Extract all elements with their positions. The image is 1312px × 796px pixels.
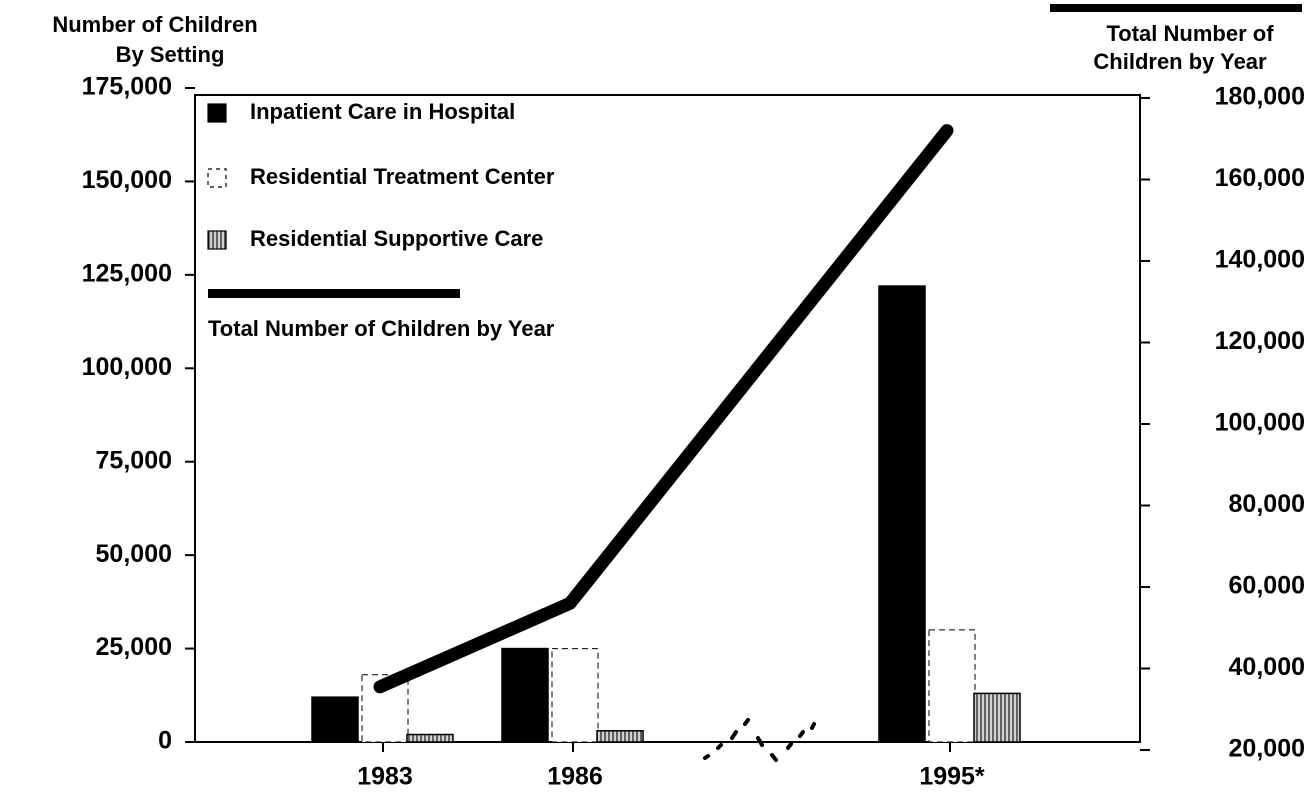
y2-tick-label: 60,000 xyxy=(1229,572,1305,600)
y-axis-label: Number of Children By Setting xyxy=(52,12,257,67)
y2-tick-label: 100,000 xyxy=(1215,409,1305,437)
axis-break xyxy=(703,718,816,762)
x-tick-label: 1995* xyxy=(919,763,985,791)
y2-tick-label: 180,000 xyxy=(1215,83,1305,111)
legend-label: Residential Supportive Care xyxy=(250,226,543,251)
legend-swatch xyxy=(207,103,227,123)
y-tick-label: 75,000 xyxy=(96,446,172,474)
y-tick-label: 125,000 xyxy=(82,259,172,287)
bar xyxy=(406,733,454,743)
plot-frame xyxy=(194,94,1141,743)
legend-swatch xyxy=(207,230,227,250)
bar xyxy=(311,696,359,743)
legend-label: Residential Treatment Center xyxy=(250,164,555,189)
legend-label: Total Number of Children by Year xyxy=(208,316,555,341)
y-tick-label: 150,000 xyxy=(82,166,172,194)
y-tick-label: 50,000 xyxy=(96,540,172,568)
bar xyxy=(596,730,644,743)
y2-tick-label: 120,000 xyxy=(1215,327,1305,355)
x-tick-label: 1983 xyxy=(357,763,413,791)
y-tick-label: 0 xyxy=(158,727,172,755)
y2-axis-label: Total Number of Children by Year xyxy=(1093,21,1274,74)
corner-bar xyxy=(1050,4,1302,12)
y2-tick-label: 160,000 xyxy=(1215,164,1305,192)
legend-line xyxy=(208,289,460,298)
y-tick-label: 100,000 xyxy=(82,353,172,381)
x-tick-label: 1986 xyxy=(547,763,603,791)
y-tick-label: 25,000 xyxy=(96,633,172,661)
legend-label: Inpatient Care in Hospital xyxy=(250,99,515,124)
bar xyxy=(973,692,1021,743)
y2-tick-label: 80,000 xyxy=(1229,490,1305,518)
y2-tick-label: 140,000 xyxy=(1215,246,1305,274)
y2-tick-label: 20,000 xyxy=(1229,735,1305,763)
bar xyxy=(928,629,976,743)
y-tick-label: 175,000 xyxy=(82,73,172,101)
bar xyxy=(878,285,926,743)
y2-tick-label: 40,000 xyxy=(1229,653,1305,681)
bar xyxy=(501,647,549,743)
legend-swatch xyxy=(207,168,227,188)
bar xyxy=(551,648,599,743)
total-line xyxy=(373,124,954,694)
